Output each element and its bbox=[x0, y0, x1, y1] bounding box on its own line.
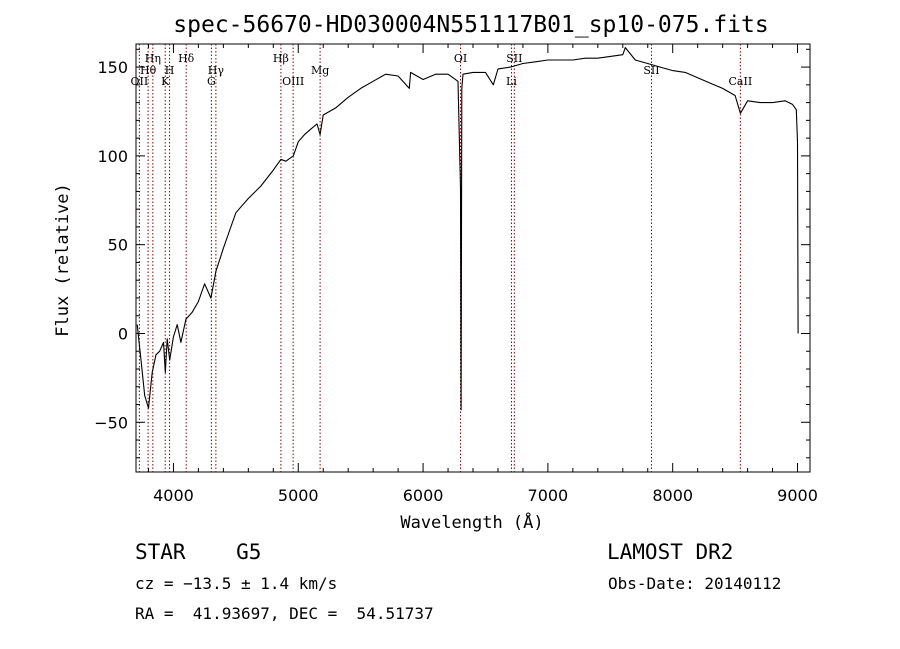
plot-frame bbox=[135, 43, 811, 473]
x-tick-label: 4000 bbox=[153, 486, 194, 505]
redshift-velocity: cz = −13.5 ± 1.4 km/s bbox=[135, 574, 338, 593]
x-axis-label: Wavelength (Å) bbox=[400, 511, 543, 533]
line-label-14: SII bbox=[643, 64, 659, 77]
chart-title: spec-56670-HD030004N551117B01_sp10-075.f… bbox=[173, 12, 768, 38]
survey-name: LAMOST DR2 bbox=[607, 540, 734, 564]
line-label-10: Mg bbox=[311, 64, 329, 77]
line-label-5: Hδ bbox=[178, 52, 195, 65]
flux-series bbox=[136, 47, 799, 411]
y-tick-label: 0 bbox=[118, 324, 128, 343]
spectral-line-markers bbox=[138, 44, 741, 472]
axis-ticks: 4000 5000 6000 7000 8000 9000 −50 0 50 100 150 bbox=[94, 44, 818, 505]
x-tick-label: 7000 bbox=[528, 486, 569, 505]
y-tick-label: 100 bbox=[97, 147, 128, 166]
line-label-12: SII bbox=[506, 52, 522, 65]
line-label-9: OIII bbox=[282, 75, 304, 88]
line-label-0: Hη bbox=[145, 52, 161, 65]
x-tick-label: 9000 bbox=[777, 486, 818, 505]
line-label-3: H bbox=[165, 64, 175, 77]
line-label-1: Hθ bbox=[140, 64, 157, 77]
observation-date: Obs-Date: 20140112 bbox=[608, 574, 782, 593]
line-label-13: Li bbox=[506, 75, 517, 88]
line-label-6: Hγ bbox=[208, 64, 225, 77]
sky-coordinates: RA = 41.93697, DEC = 54.51737 bbox=[135, 604, 434, 623]
spectrum-line-0 bbox=[136, 47, 799, 411]
x-tick-label: 5000 bbox=[278, 486, 319, 505]
line-label-7: G bbox=[207, 75, 216, 88]
object-class: STAR G5 bbox=[135, 540, 262, 564]
line-label-15: CaII bbox=[729, 75, 753, 88]
y-tick-label: −50 bbox=[94, 413, 128, 432]
x-tick-label: 6000 bbox=[403, 486, 444, 505]
line-label-11: OI bbox=[454, 52, 467, 65]
line-label-2: OII bbox=[131, 75, 149, 88]
line-label-8: Hβ bbox=[273, 52, 289, 65]
y-tick-label: 50 bbox=[108, 236, 128, 255]
x-tick-label: 8000 bbox=[652, 486, 693, 505]
y-tick-label: 150 bbox=[97, 58, 128, 77]
y-axis-label: Flux (relative) bbox=[53, 183, 73, 337]
line-label-4: K bbox=[161, 75, 170, 88]
